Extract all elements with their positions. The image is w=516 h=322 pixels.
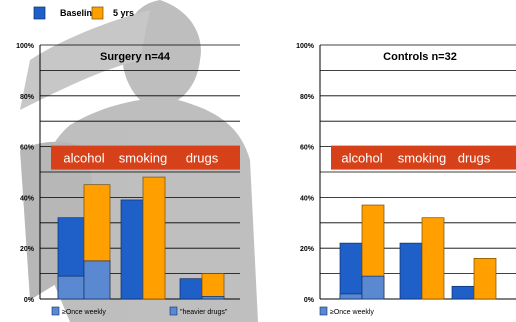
bar-baseline (120, 199, 144, 300)
chart-title: Controls n=32 (383, 51, 457, 63)
y-tick-label: 60% (300, 145, 315, 152)
category-banner (331, 145, 516, 170)
bar-baseline-subset (57, 275, 85, 300)
bar-baseline-subset (339, 293, 363, 300)
category-banner (51, 145, 240, 170)
category-label: smoking (398, 151, 446, 166)
bar-baseline (399, 242, 423, 300)
legend-swatch-5yrs (91, 6, 104, 20)
chart-title: Surgery n=44 (100, 51, 171, 63)
category-label: smoking (119, 151, 167, 166)
bar-5yrs-subset (361, 275, 385, 300)
y-tick-label: 0% (24, 297, 35, 304)
y-tick-label: 20% (20, 246, 35, 253)
chart-panel-surgery: 0% 20% 40% 60% 80% 100% Surgery n=44 alcohol smo… (16, 43, 240, 316)
legend-label-baseline: Baseline (60, 8, 97, 18)
category-label: drugs (186, 151, 219, 166)
bar-5yrs-subset (201, 296, 225, 300)
bar-baseline (451, 285, 475, 300)
note-swatch (51, 306, 60, 316)
bar-5yrs (473, 258, 497, 300)
category-label: alcohol (341, 151, 382, 166)
chart-panel-controls: 0% 20% 40% 60% 80% 100% Controls n=32 alcohol sm… (296, 43, 516, 316)
bar-baseline (339, 242, 363, 300)
y-tick-label: 40% (20, 195, 35, 202)
legend-swatch-baseline (33, 6, 46, 20)
y-tick-label: 80% (20, 94, 35, 101)
y-tick-label: 40% (300, 195, 315, 202)
category-label: alcohol (63, 151, 104, 166)
y-tick-label: 80% (300, 94, 315, 101)
bar-baseline (179, 278, 203, 300)
y-tick-label: 20% (300, 246, 315, 253)
y-tick-label: 60% (20, 145, 35, 152)
note-swatch (169, 306, 178, 316)
bar-5yrs (201, 273, 225, 300)
y-tick-label: 0% (304, 297, 315, 304)
category-label: drugs (458, 151, 491, 166)
bar-5yrs (421, 217, 445, 300)
legend: Baseline 5 yrs (33, 6, 134, 20)
note-swatch (319, 306, 328, 316)
y-tick-label: 100% (16, 43, 35, 50)
bar-5yrs-subset (83, 260, 111, 300)
legend-label-5yrs: 5 yrs (113, 8, 134, 18)
y-tick-label: 100% (296, 43, 315, 50)
bar-5yrs (142, 176, 166, 300)
note-label: "heavier drugs" (180, 309, 228, 316)
note-label: ≥Once weekly (62, 309, 106, 316)
note-label: ≥Once weekly (330, 309, 374, 316)
